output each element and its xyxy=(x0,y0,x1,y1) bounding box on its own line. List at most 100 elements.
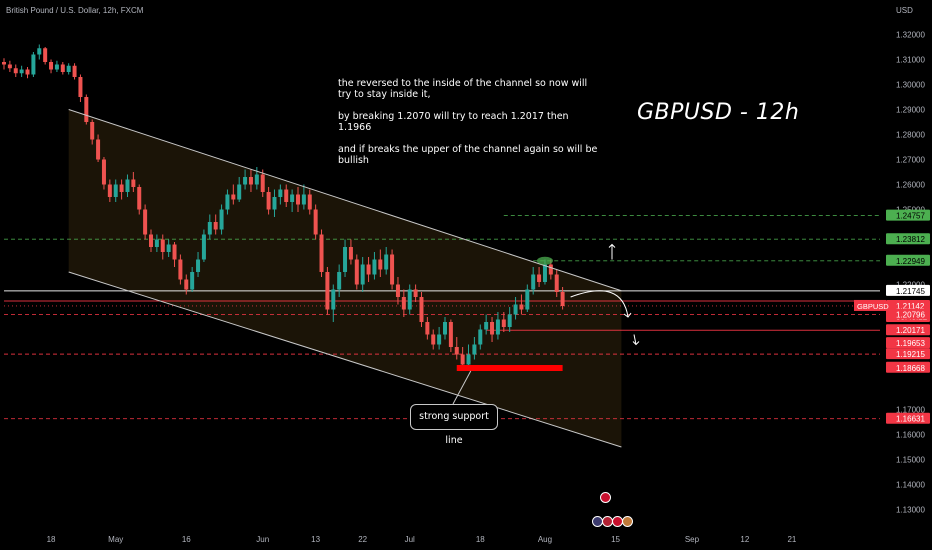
support-line-bar xyxy=(456,365,563,371)
candle-body xyxy=(390,254,395,285)
candle-body xyxy=(384,254,389,270)
price-tag xyxy=(886,254,930,266)
candle-body xyxy=(266,192,271,210)
note-line-1: the reversed to the inside of the channe… xyxy=(338,78,588,100)
x-tick-label: 15 xyxy=(611,535,620,544)
candle-body xyxy=(13,68,18,74)
price-tag xyxy=(886,209,930,221)
candle-body xyxy=(49,62,54,70)
y-tick-label: 1.26000 xyxy=(896,181,925,190)
price-tag-label: 1.19215 xyxy=(896,350,925,359)
candle-body xyxy=(96,139,101,160)
candle-body xyxy=(537,274,542,282)
note-line-2: by breaking 1.2070 will try to reach 1.2… xyxy=(338,111,569,133)
candle-body xyxy=(472,344,477,355)
up-arrowhead xyxy=(608,243,616,248)
y-tick-label: 1.32000 xyxy=(896,31,925,40)
candle-body xyxy=(154,239,159,247)
candle-body xyxy=(301,194,306,205)
candle-body xyxy=(113,184,118,197)
price-tag-label: 1.21142 xyxy=(896,302,925,311)
candle-body xyxy=(166,244,171,252)
candle-body xyxy=(131,179,136,187)
price-tag-label: 1.24757 xyxy=(896,212,925,221)
price-tag xyxy=(886,412,930,424)
event-flag-icon[interactable] xyxy=(600,492,611,503)
candle-body xyxy=(260,174,265,192)
projection-curve xyxy=(570,290,629,318)
economic-events[interactable] xyxy=(590,490,640,530)
x-tick-label: May xyxy=(108,535,123,544)
candle-body xyxy=(395,284,400,297)
candle-body xyxy=(101,159,106,185)
candle-body xyxy=(542,264,547,282)
candle-body xyxy=(313,209,318,235)
candle-body xyxy=(2,62,6,65)
candle-body xyxy=(372,259,377,275)
y-tick-label: 1.17000 xyxy=(896,406,925,415)
candle-body xyxy=(272,197,277,210)
candle-body xyxy=(196,259,201,272)
candle-body xyxy=(366,264,371,275)
price-tag-label: 1.19653 xyxy=(896,339,925,348)
x-tick-label: 12 xyxy=(740,535,749,544)
down-arrow xyxy=(633,334,637,345)
breakout-highlight xyxy=(536,256,553,265)
price-tag-label: 1.20796 xyxy=(896,311,925,320)
candle-body xyxy=(460,354,465,365)
candle-body xyxy=(237,184,242,200)
channel-fill xyxy=(68,109,622,447)
price-tag-label: 1.16631 xyxy=(896,415,925,424)
price-tag xyxy=(886,361,930,373)
candle-body xyxy=(90,122,95,140)
x-tick-label: 18 xyxy=(47,535,56,544)
candle-body xyxy=(407,289,412,310)
candle-body xyxy=(78,77,83,97)
candle-body xyxy=(7,64,12,69)
candle-body xyxy=(31,54,36,75)
candle-body xyxy=(178,259,183,280)
candle-body xyxy=(107,184,112,197)
channel-upper-line xyxy=(68,109,622,292)
candle-body xyxy=(484,322,489,330)
y-tick-label: 1.15000 xyxy=(896,456,925,465)
candle-body xyxy=(149,234,153,247)
candle-body xyxy=(278,189,283,197)
projection-arrowhead xyxy=(623,312,632,318)
candle-body xyxy=(143,209,148,235)
candle-body xyxy=(490,322,495,335)
candle-body xyxy=(172,244,177,260)
candle-body xyxy=(525,289,530,310)
candle-body xyxy=(337,272,342,290)
candle-body xyxy=(319,234,324,272)
candle-body xyxy=(37,48,42,55)
candle-body xyxy=(119,184,124,192)
candle-body xyxy=(307,194,312,210)
event-flag-icon[interactable] xyxy=(622,516,633,527)
candle-body xyxy=(125,179,130,192)
candle-body xyxy=(19,69,24,74)
y-tick-label: 1.27000 xyxy=(896,156,925,165)
x-tick-label: Aug xyxy=(538,535,552,544)
candle-body xyxy=(560,292,565,306)
candle-body xyxy=(231,194,236,200)
candle-body xyxy=(325,272,330,310)
candle-body xyxy=(413,289,418,297)
price-tag-label: 1.18668 xyxy=(896,364,925,373)
x-tick-label: Jul xyxy=(405,535,415,544)
y-tick-label: 1.30000 xyxy=(896,81,925,90)
price-tag xyxy=(886,308,930,320)
candle-body xyxy=(243,177,248,185)
candle-body xyxy=(419,297,424,322)
candle-body xyxy=(54,64,59,70)
channel-lower-line xyxy=(68,271,622,448)
candle-body xyxy=(501,319,506,327)
candle-body xyxy=(207,222,212,235)
candle-body xyxy=(478,329,483,345)
x-tick-label: 22 xyxy=(358,535,367,544)
candle-body xyxy=(443,322,447,335)
candle-body xyxy=(254,174,259,185)
candle-body xyxy=(437,334,442,345)
price-tag xyxy=(886,348,930,360)
